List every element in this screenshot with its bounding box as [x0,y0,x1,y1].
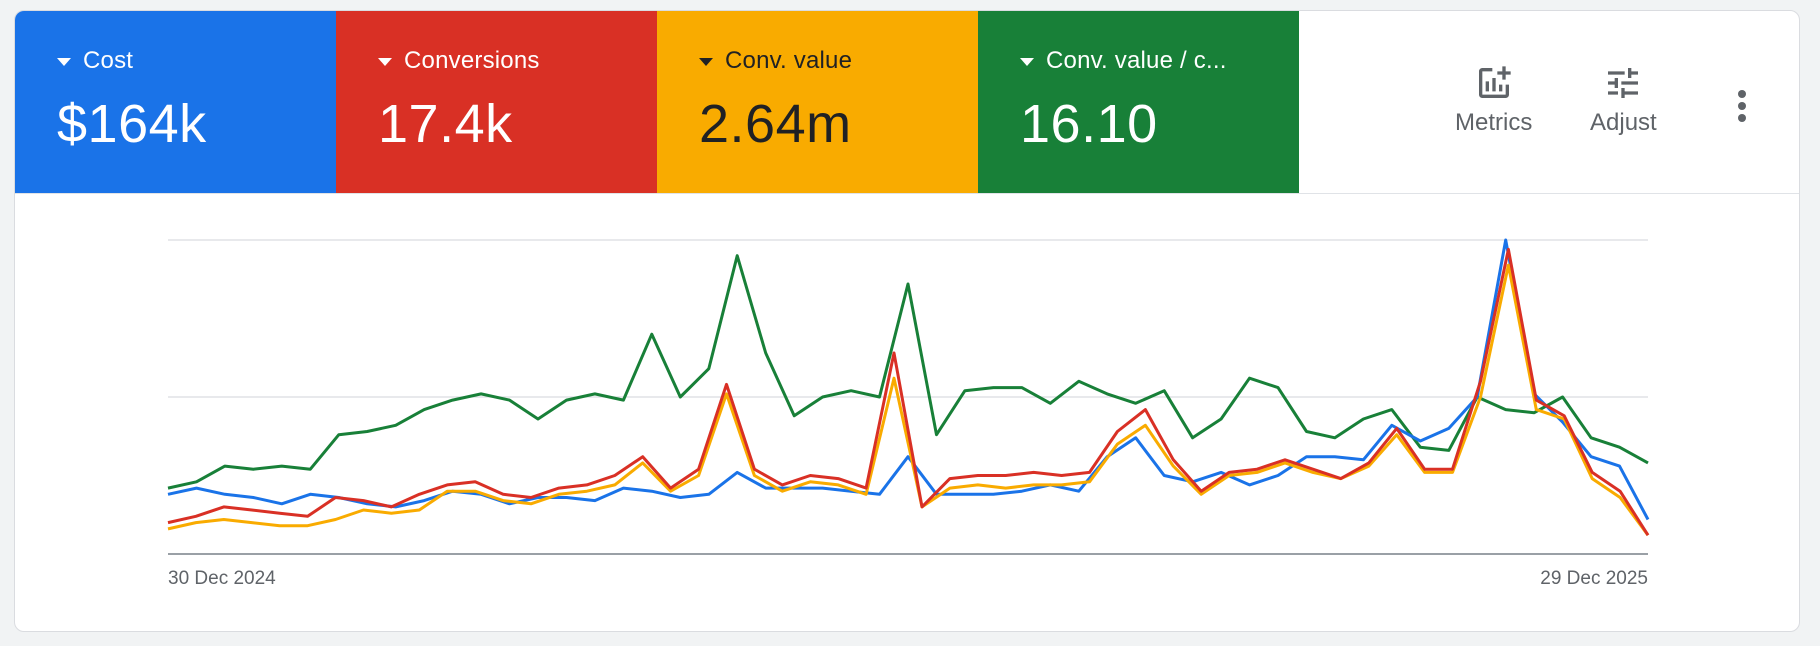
metric-label: Cost [83,47,134,74]
metric-tile-conv-value[interactable]: Conv. value 2.64m [657,11,978,193]
more-vert-icon [1738,90,1746,122]
metric-value: 17.4k [378,94,513,154]
series-line-cost[interactable] [167,238,1650,521]
adjust-button-label: Adjust [1590,109,1657,136]
series-line-conv-value-c[interactable] [167,254,1649,490]
metric-label: Conversions [404,47,540,74]
metrics-header: Cost $164k Conversions 17.4k Conv. value… [15,11,1799,194]
metric-label: Conv. value / c... [1046,47,1227,74]
x-tick-label-end: 29 Dec 2025 [1540,568,1648,589]
add-chart-icon [1478,66,1511,98]
metric-value: 16.10 [1020,94,1158,154]
series-line-conversions[interactable] [167,247,1650,537]
chart-toolbar: Metrics Adjust [1299,11,1799,193]
metric-tile-cost[interactable]: Cost $164k [15,11,336,193]
series-line-conv-value[interactable] [167,263,1650,537]
metrics-button-label: Metrics [1455,109,1533,136]
metric-value: 2.64m [699,94,852,154]
metrics-button[interactable]: Metrics [1455,63,1532,137]
caret-down-icon[interactable] [1020,58,1034,66]
tune-icon [1608,68,1639,98]
metric-label: Conv. value [725,47,853,74]
caret-down-icon[interactable] [699,58,713,66]
metric-value: $164k [57,94,207,154]
adjust-button[interactable]: Adjust [1590,63,1657,137]
caret-down-icon[interactable] [57,58,71,66]
more-options-button[interactable] [1736,89,1748,128]
series-lines [167,238,1650,537]
line-chart: 30 Dec 2024 29 Dec 2025 [167,238,1650,589]
gridlines [168,239,1648,398]
metric-tile-conversions[interactable]: Conversions 17.4k [336,11,657,193]
performance-card: Cost $164k Conversions 17.4k Conv. value… [14,10,1800,632]
x-tick-label-start: 30 Dec 2024 [168,568,276,589]
metric-tile-conv-value-per-cost[interactable]: Conv. value / c... 16.10 [978,11,1299,193]
caret-down-icon[interactable] [378,58,392,66]
